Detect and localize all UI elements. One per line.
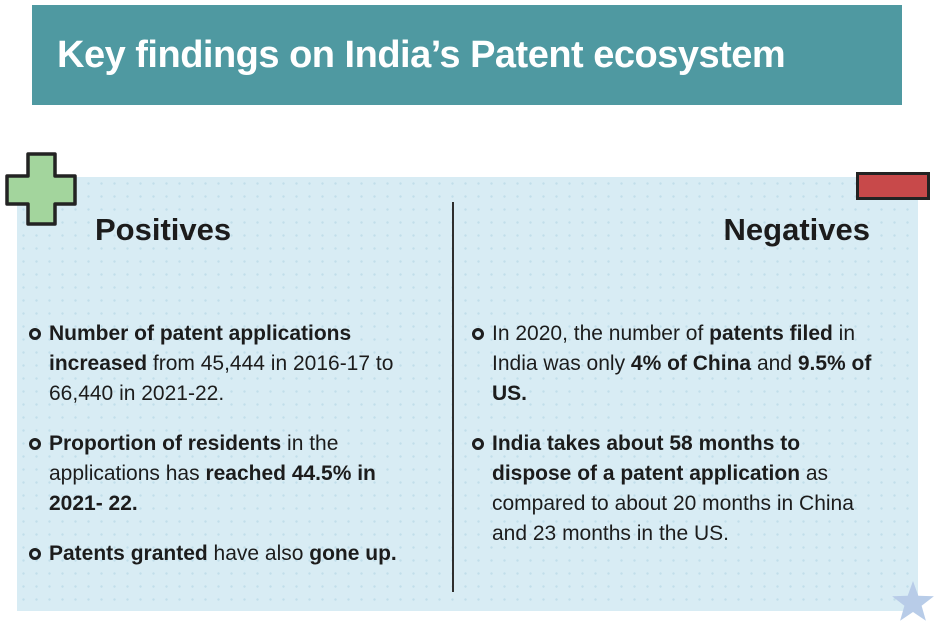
list-item: Patents granted have also gone up. — [29, 539, 429, 569]
negatives-list: In 2020, the number of patents filed in … — [472, 319, 880, 569]
star-icon-svg — [892, 581, 934, 621]
list-item: Proportion of residents in the applicati… — [29, 429, 429, 519]
header-bar: Key findings on India’s Patent ecosystem — [32, 5, 902, 105]
bullet-ring-icon — [29, 548, 41, 560]
list-item: Number of patent applications increased … — [29, 319, 429, 409]
positives-list: Number of patent applications increased … — [29, 319, 429, 589]
minus-icon — [856, 172, 930, 200]
plus-icon — [3, 150, 79, 228]
star-icon — [886, 580, 940, 621]
bullet-ring-icon — [472, 328, 484, 340]
content-panel — [17, 177, 918, 611]
column-divider — [452, 202, 454, 592]
bullet-text: In 2020, the number of patents filed in … — [492, 322, 872, 405]
bullet-ring-icon — [29, 328, 41, 340]
plus-icon-svg — [5, 152, 77, 226]
list-item: In 2020, the number of patents filed in … — [472, 319, 880, 409]
bullet-text: Number of patent applications increased … — [49, 322, 394, 405]
bullet-ring-icon — [472, 438, 484, 450]
positives-heading: Positives — [95, 212, 232, 247]
bullet-text: India takes about 58 months to dispose o… — [492, 432, 854, 545]
bullet-text: Patents granted have also gone up. — [49, 542, 397, 565]
bullet-ring-icon — [29, 438, 41, 450]
list-item: India takes about 58 months to dispose o… — [472, 429, 880, 549]
negatives-heading: Negatives — [723, 212, 870, 247]
bullet-text: Proportion of residents in the applicati… — [49, 432, 376, 515]
page-title: Key findings on India’s Patent ecosystem — [57, 33, 786, 76]
